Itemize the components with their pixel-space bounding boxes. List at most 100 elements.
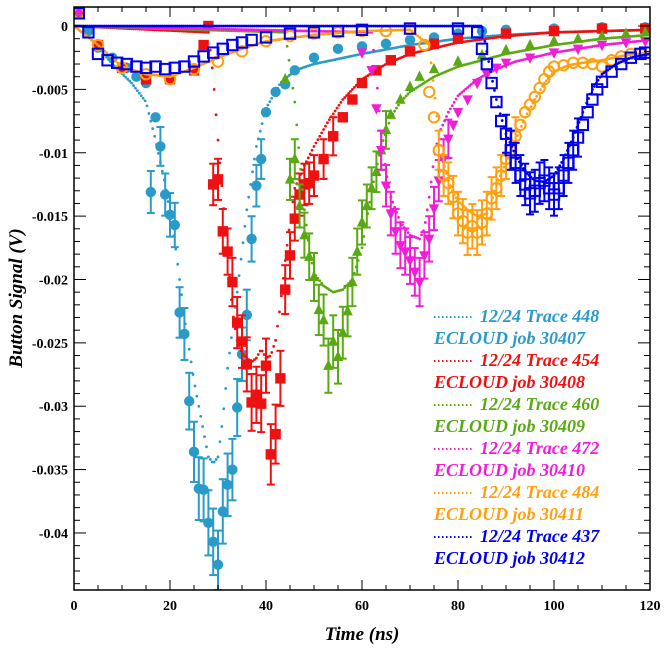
data-point	[428, 204, 440, 215]
simulation-dot	[646, 52, 650, 56]
simulation-dot	[349, 90, 352, 93]
x-tick-label: 20	[163, 599, 177, 614]
simulation-dot	[431, 165, 435, 169]
data-point	[481, 69, 492, 81]
simulation-dot	[456, 94, 460, 98]
simulation-dot	[157, 151, 160, 155]
data-point	[448, 120, 459, 132]
simulation-dot	[314, 141, 318, 145]
simulation-dot	[122, 74, 126, 77]
data-point	[524, 53, 536, 64]
simulation-dot	[435, 24, 439, 28]
simulation-dot	[306, 156, 310, 160]
simulation-dot	[187, 24, 191, 28]
data-point	[155, 141, 166, 152]
data-point	[409, 267, 420, 279]
data-point	[280, 73, 291, 84]
simulation-dot	[256, 24, 260, 28]
simulation-dot	[285, 44, 289, 48]
simulation-dot	[253, 157, 256, 161]
data-point	[424, 234, 435, 246]
simulation-dot	[433, 96, 437, 100]
data-point	[572, 44, 584, 56]
simulation-dot	[293, 186, 297, 190]
simulation-dot	[233, 24, 237, 28]
simulation-dot	[368, 200, 372, 204]
simulation-dot	[362, 234, 366, 238]
data-point	[337, 112, 348, 123]
data-point	[74, 9, 84, 20]
simulation-dot	[260, 349, 264, 353]
data-point	[217, 226, 228, 237]
simulation-dot	[462, 89, 466, 93]
simulation-dot	[201, 24, 205, 28]
simulation-dot	[220, 425, 224, 428]
data-point	[212, 559, 224, 570]
simulation-dot	[189, 360, 193, 364]
simulation-dot	[487, 60, 491, 63]
simulation-dot	[450, 104, 454, 108]
simulation-dot	[130, 81, 134, 85]
simulation-dot	[493, 88, 496, 92]
simulation-dot	[374, 24, 377, 28]
simulation-dot	[212, 24, 216, 28]
simulation-dot	[447, 24, 450, 28]
simulation-dot	[535, 94, 539, 98]
data-point	[256, 153, 267, 165]
simulation-dot	[347, 24, 350, 28]
simulation-dot	[274, 338, 277, 342]
simulation-dot	[208, 24, 212, 28]
data-point	[485, 76, 498, 90]
data-point	[289, 152, 300, 164]
simulation-dot	[293, 24, 297, 28]
simulation-dot	[420, 233, 423, 237]
data-point	[246, 233, 257, 245]
data-point	[280, 284, 291, 295]
data-point	[150, 112, 161, 123]
simulation-dot	[347, 92, 350, 95]
simulation-dot	[266, 24, 270, 28]
simulation-dot	[174, 24, 178, 28]
data-point	[270, 86, 281, 98]
simulation-dot	[324, 124, 327, 128]
simulation-dot	[218, 24, 222, 28]
data-point	[385, 108, 396, 119]
simulation-dot	[529, 105, 533, 109]
data-point	[596, 40, 608, 52]
simulation-dot	[368, 24, 372, 28]
data-layer	[74, 7, 650, 590]
simulation-dot	[193, 384, 197, 388]
simulation-dot	[279, 24, 283, 28]
simulation-dot	[470, 82, 473, 86]
simulation-dot	[130, 24, 134, 28]
simulation-dot	[134, 24, 137, 28]
simulation-dot	[109, 24, 112, 28]
data-point	[390, 227, 401, 238]
simulation-dot	[287, 58, 291, 62]
simulation-dot	[118, 24, 122, 28]
data-point	[236, 336, 248, 347]
simulation-dot	[95, 24, 99, 28]
simulation-dot	[448, 24, 452, 28]
data-point	[500, 58, 512, 69]
simulation-dot	[431, 79, 435, 82]
data-point	[145, 186, 156, 198]
data-point	[284, 250, 296, 261]
data-point	[328, 131, 339, 142]
simulation-dot	[452, 100, 456, 104]
simulation-dot	[207, 30, 210, 34]
data-point	[179, 328, 190, 340]
simulation-dot	[464, 206, 468, 210]
simulation-dot	[295, 123, 299, 127]
simulation-dot	[443, 24, 446, 28]
data-point	[376, 146, 387, 157]
simulation-dot	[176, 24, 180, 28]
data-point	[304, 250, 315, 261]
simulation-dot	[297, 146, 301, 150]
simulation-dot	[445, 115, 448, 118]
simulation-dot	[454, 196, 458, 200]
data-point	[352, 245, 363, 256]
simulation-dot	[468, 84, 471, 88]
